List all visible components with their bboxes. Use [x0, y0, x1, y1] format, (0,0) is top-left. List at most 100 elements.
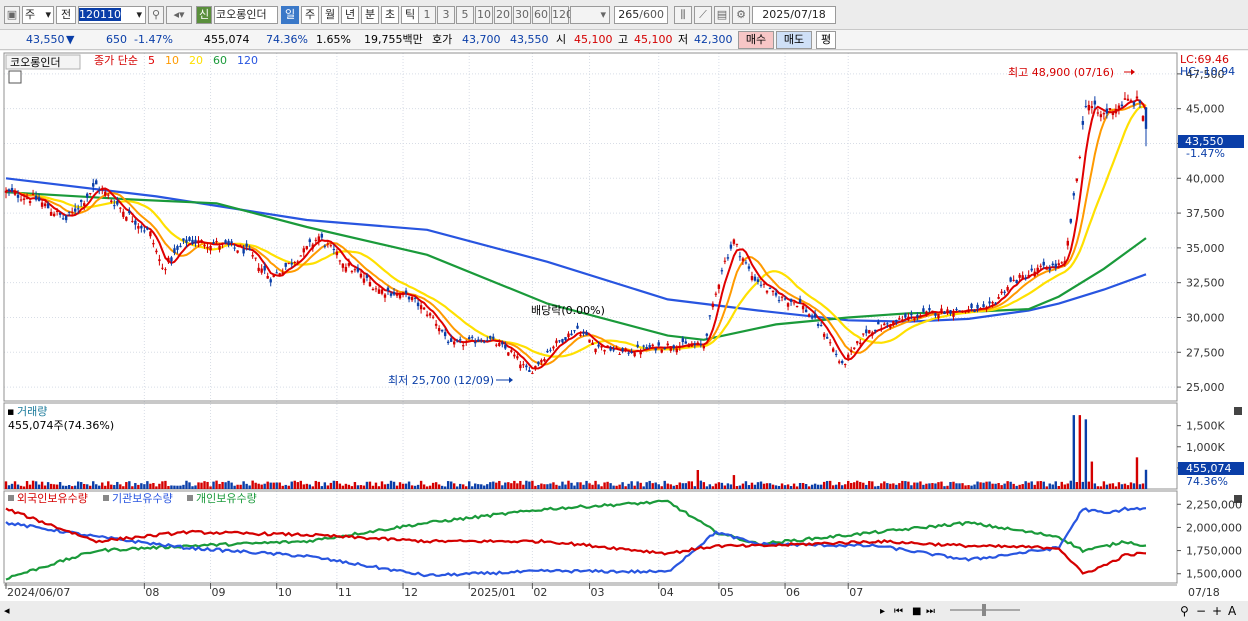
candle-body [233, 248, 235, 249]
volume-bar [354, 482, 356, 489]
search-icon[interactable]: ⚲ [148, 6, 164, 24]
volume-bar [1100, 486, 1102, 489]
y-tick-label: 25,000 [1186, 381, 1225, 394]
volume-bar [92, 481, 94, 489]
zoom-in-icon[interactable]: + [1212, 604, 1222, 618]
volume-bar [778, 486, 780, 489]
volume-bar [802, 483, 804, 489]
zoom-slider-handle[interactable] [982, 604, 986, 616]
interval-select[interactable]: ▾ [570, 6, 610, 24]
calendar-icon[interactable] [9, 71, 21, 83]
candle-body [498, 343, 500, 346]
volume-bar [700, 481, 702, 489]
period-tab[interactable]: 월 [321, 6, 339, 24]
stock-code-input[interactable]: 120110 ▾ [78, 6, 146, 24]
scroll-bar[interactable] [0, 601, 1248, 621]
count-field[interactable]: 265/600 [614, 6, 668, 24]
save-icon[interactable]: ▤ [714, 6, 730, 24]
period-tab[interactable]: 년 [341, 6, 359, 24]
date-field[interactable]: 2025/07/18 [752, 6, 836, 24]
candle-body [958, 310, 960, 311]
period-tab[interactable]: 분 [361, 6, 379, 24]
interval-tab[interactable]: 3 [437, 6, 455, 24]
zoom-out-icon[interactable]: − [1196, 604, 1206, 618]
candle-body [1058, 263, 1060, 265]
volume-bar [943, 486, 945, 489]
candle-body [633, 353, 635, 357]
volume-bar [1018, 485, 1020, 489]
candle-body [561, 339, 563, 342]
candle-body [56, 211, 58, 212]
volume-bar [29, 485, 31, 489]
sell-button[interactable]: 매도 [776, 31, 812, 49]
gear-icon[interactable]: ⚙ [732, 6, 750, 24]
candle-body [624, 349, 626, 350]
candle-body [630, 352, 632, 353]
candle-body [143, 230, 145, 231]
volume-bar [158, 484, 160, 489]
y-tick-label: 1,750,000 [1186, 545, 1242, 558]
candle-body [501, 342, 503, 344]
magnify-icon[interactable]: ⚲ [1180, 604, 1189, 618]
text-tool-icon[interactable]: A [1228, 604, 1237, 618]
candle-body [682, 338, 684, 342]
y-tick-label: 2,000,000 [1186, 521, 1242, 534]
draw-icon[interactable]: ⟋ [694, 6, 712, 24]
volume-bar [922, 485, 924, 489]
candle-body [573, 330, 575, 331]
candle-body [943, 312, 945, 314]
volume-bar [519, 481, 521, 489]
period-tab[interactable]: 초 [381, 6, 399, 24]
candle-body [348, 263, 350, 266]
scroll-left-icon[interactable]: ◂ [4, 604, 10, 617]
market-select[interactable]: 주 ▾ [22, 6, 54, 24]
forward-icon[interactable]: ⏭ [926, 606, 935, 617]
candle-icon[interactable]: ⫼ [674, 6, 692, 24]
volume-panel-close-icon[interactable] [1234, 407, 1242, 415]
volume-panel-icon[interactable]: ▪ [7, 405, 14, 418]
candle-body [438, 328, 440, 331]
volume-bar [766, 483, 768, 489]
candle-body [1145, 107, 1147, 129]
volume-bar [588, 483, 590, 489]
candle-body [417, 303, 419, 306]
candle-body [122, 212, 124, 217]
period-tab[interactable]: 주 [301, 6, 319, 24]
candle-body [59, 213, 61, 215]
candle-body [303, 248, 305, 252]
candle-body [901, 319, 903, 321]
speaker-icon[interactable]: ◂▾ [166, 6, 192, 24]
scroll-right-icon[interactable]: ▸ [880, 606, 885, 617]
volume-bar [378, 486, 380, 489]
period-tab[interactable]: 틱 [401, 6, 419, 24]
candle-body [718, 285, 720, 289]
volume-bar [832, 485, 834, 489]
volume-bar [215, 481, 217, 489]
candle-body [847, 355, 849, 358]
layout-icon[interactable]: ▣ [4, 6, 20, 24]
candle-body [62, 218, 64, 219]
buy-button[interactable]: 매수 [738, 31, 774, 49]
period-tab[interactable]: 일 [281, 6, 299, 24]
candle-body [615, 348, 617, 349]
candle-body [486, 340, 488, 341]
interval-tab[interactable]: 20 [494, 6, 512, 24]
interval-tab[interactable]: 5 [456, 6, 474, 24]
candle-body [318, 236, 320, 241]
interval-tab[interactable]: 30 [513, 6, 531, 24]
candle-body [793, 302, 795, 303]
candle-body [276, 272, 278, 273]
rewind-icon[interactable]: ⏮ [894, 606, 903, 617]
volume-bar [420, 481, 422, 489]
evaluate-button[interactable]: 평 [816, 31, 836, 49]
volume-bar [730, 484, 732, 489]
interval-tab[interactable]: 1 [418, 6, 436, 24]
interval-tab[interactable]: 60 [532, 6, 550, 24]
volume-bar [742, 484, 744, 489]
price-type-button[interactable]: 전 [56, 6, 76, 24]
interval-tab[interactable]: 120 [551, 6, 569, 24]
stop-icon[interactable]: ■ [912, 606, 921, 617]
interval-tab[interactable]: 10 [475, 6, 493, 24]
volume-bar [652, 483, 654, 489]
